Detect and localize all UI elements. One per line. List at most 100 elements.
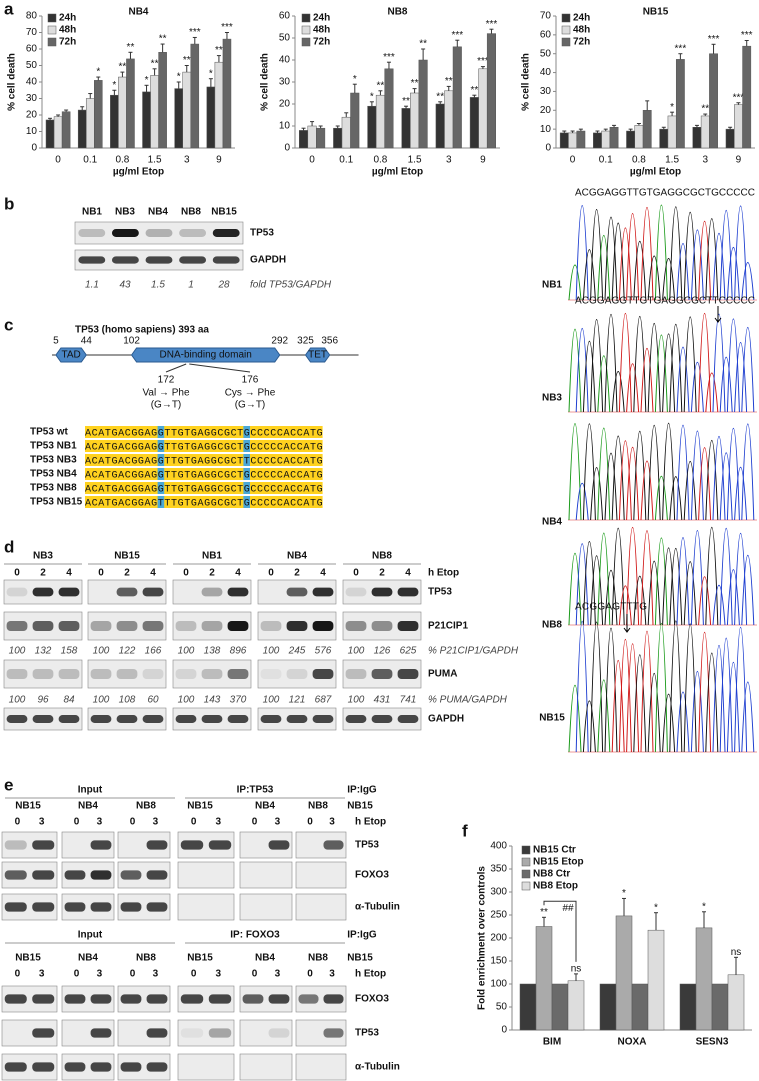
- significance: *: [654, 902, 658, 913]
- arrow-head: [714, 317, 722, 323]
- sample-label: NB15: [539, 713, 565, 724]
- bar: [695, 927, 713, 1031]
- band: [64, 1062, 86, 1072]
- y-tick-label: 400: [490, 841, 507, 852]
- bar: [333, 127, 343, 149]
- significance: **: [402, 96, 410, 107]
- x-tick-label: BIM: [543, 1037, 561, 1048]
- y-tick-label: 30: [540, 86, 552, 97]
- trace-peak: [568, 552, 582, 626]
- bar: [118, 76, 127, 149]
- significance: ***: [733, 92, 745, 103]
- trace-peak: [734, 467, 748, 521]
- trace-peak: [568, 328, 582, 413]
- trace-peak: [705, 440, 719, 521]
- time-label: 3: [97, 969, 103, 980]
- time-label: 3: [329, 817, 335, 828]
- row-label: α-Tubulin: [355, 1062, 400, 1073]
- significance: *: [702, 901, 706, 912]
- protein-title: TP53 (homo sapiens) 393 aa: [75, 325, 209, 336]
- p21-value: 122: [119, 646, 136, 657]
- legend-swatch: [521, 881, 531, 891]
- trace-peak: [662, 693, 676, 753]
- x-tick-label: NOXA: [618, 1037, 647, 1048]
- y-tick-label: 250: [490, 910, 507, 921]
- y-axis-label: % cell death: [260, 53, 271, 111]
- bar: [535, 926, 553, 1031]
- fold-label: fold TP53/GAPDH: [250, 280, 332, 291]
- puma-value: 741: [400, 695, 417, 706]
- mutation-position: 172: [158, 375, 175, 386]
- domain: [55, 347, 87, 363]
- bar: [567, 980, 585, 1031]
- band: [242, 994, 264, 1004]
- trace-peak: [582, 423, 596, 521]
- significance: *: [670, 102, 674, 113]
- arrow: [189, 363, 251, 373]
- trace-peak: [597, 355, 611, 413]
- band: [4, 870, 27, 880]
- sample-label: NB4: [542, 517, 562, 528]
- band: [180, 840, 204, 850]
- panel-label: c: [4, 315, 13, 334]
- band: [146, 902, 168, 912]
- time-label: 0: [15, 817, 21, 828]
- p21-value: 100: [348, 646, 365, 657]
- p21-value: 245: [288, 646, 306, 657]
- time-label: 3: [275, 817, 281, 828]
- legend-swatch: [301, 25, 311, 35]
- bar: [341, 116, 351, 149]
- trace-peak: [705, 527, 719, 626]
- legend-label: NB8 Ctr: [533, 869, 570, 880]
- trace-peak: [604, 216, 618, 301]
- band: [371, 620, 393, 632]
- significance: *: [112, 80, 116, 91]
- p21-value: 576: [315, 646, 332, 657]
- trace-peak: [590, 555, 604, 626]
- chart-title: NB4: [128, 7, 148, 18]
- trace-peak: [575, 483, 589, 521]
- band: [146, 994, 168, 1004]
- time-label: 0: [307, 817, 313, 828]
- band: [6, 587, 28, 597]
- band: [179, 229, 207, 237]
- band: [345, 668, 367, 680]
- significance: **: [215, 45, 223, 56]
- band: [32, 587, 54, 597]
- domain-start: 325: [297, 336, 314, 347]
- legend-swatch: [521, 857, 531, 867]
- band: [201, 668, 223, 680]
- lane-label: NB8: [136, 801, 156, 812]
- trace-peak: [633, 575, 647, 626]
- puma-value: 687: [315, 695, 332, 706]
- band: [145, 229, 173, 237]
- sequence: ACATGACGGAGGTTGTGAGGCGCTGCCCCCACCATG: [85, 485, 323, 496]
- band: [227, 620, 249, 632]
- trace-peak: [575, 327, 589, 413]
- y-tick-label: 60: [279, 11, 291, 22]
- time-label: 0: [98, 568, 104, 579]
- row-label: TP53: [355, 840, 379, 851]
- significance: *: [353, 74, 357, 85]
- trace-peak: [698, 576, 712, 626]
- trace-peak: [676, 536, 690, 626]
- significance: ***: [221, 22, 233, 33]
- y-tick-label: 80: [26, 11, 38, 22]
- trace-peak: [683, 561, 697, 626]
- y-tick-label: 40: [26, 77, 38, 88]
- blot: [3, 659, 83, 689]
- mutation-highlight: [243, 496, 250, 508]
- significance: **: [377, 80, 385, 91]
- time-label: 3: [153, 817, 159, 828]
- trace-peak: [712, 585, 726, 626]
- trace-peak: [568, 423, 582, 521]
- trace-peak: [604, 570, 618, 626]
- time-label: 0: [15, 969, 21, 980]
- time-label: 0: [268, 568, 274, 579]
- time-unit: h Etop: [428, 568, 459, 579]
- trace-peak: [640, 530, 654, 626]
- time-label: 3: [153, 969, 159, 980]
- y-tick-label: 50: [279, 33, 291, 44]
- mutation-highlight: [243, 426, 250, 438]
- time-label: 0: [14, 568, 20, 579]
